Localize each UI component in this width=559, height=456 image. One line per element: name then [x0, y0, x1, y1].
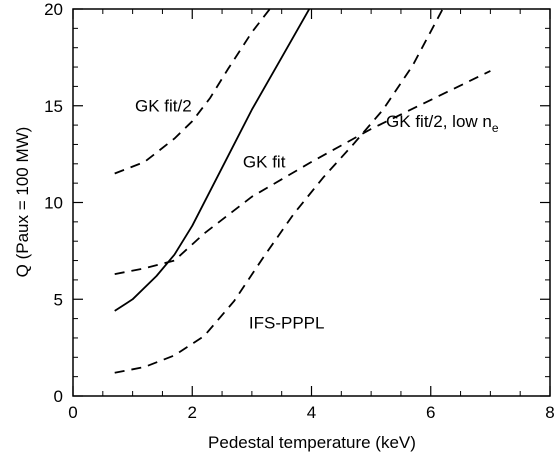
- plot-frame: [72, 8, 551, 397]
- series-line-1: [114, 9, 311, 312]
- annotation-group: GK fit/2 GK fit GK fit/2, low ne IFS-PPPL: [135, 97, 499, 333]
- x-tick-label: 0: [68, 403, 77, 422]
- series-line-3: [114, 70, 491, 275]
- x-tick-label: 4: [307, 403, 316, 422]
- y-tick-label: 15: [44, 97, 63, 116]
- x-tick-label: 6: [426, 403, 435, 422]
- series-line-4: [114, 9, 444, 374]
- series-line-2: [114, 9, 271, 175]
- annotation-subscript: e: [492, 121, 499, 135]
- x-tick-label: 8: [545, 403, 554, 422]
- tick-group: 0 2 4 6 8 0 5 10 15 20: [44, 0, 555, 422]
- y-tick-label: 10: [44, 194, 63, 213]
- y-tick-label: 5: [54, 290, 63, 309]
- annotation-label: GK fit: [243, 153, 286, 172]
- annotation-label: GK fit/2: [135, 97, 192, 116]
- annotation-label: GK fit/2, low ne: [386, 112, 499, 135]
- annotation-label: IFS-PPPL: [249, 313, 325, 332]
- y-tick-label: 20: [44, 0, 63, 19]
- x-tick-label: 2: [188, 403, 197, 422]
- x-axis-label: Pedestal temperature (keV): [208, 433, 416, 452]
- series-group: [114, 9, 491, 374]
- y-axis-label: Q (Paux = 100 MW): [13, 127, 32, 278]
- y-tick-label: 0: [54, 387, 63, 406]
